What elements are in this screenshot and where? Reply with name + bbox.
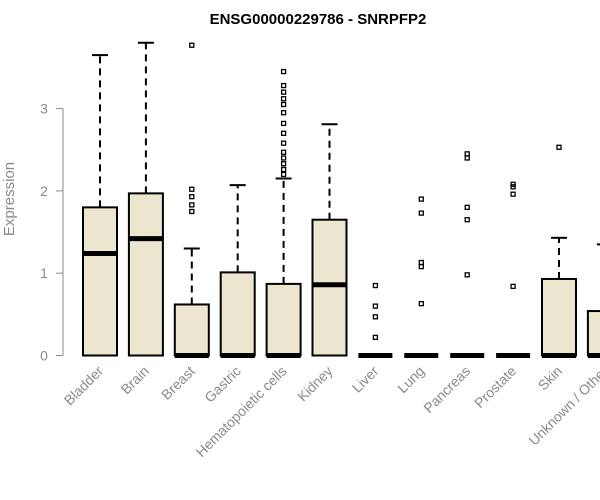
y-tick-label: 0 — [40, 348, 48, 364]
outlier-point — [372, 282, 379, 289]
outlier-point — [464, 151, 470, 157]
box — [311, 218, 348, 357]
outlier-point — [418, 263, 424, 270]
outlier-point — [280, 101, 287, 108]
boxplot-unknown-other — [586, 243, 600, 358]
chart-title: ENSG00000229786 - SNRPFP2 — [210, 11, 427, 28]
outlier-point — [464, 272, 470, 278]
x-tick-label: Breast — [158, 363, 198, 403]
box — [586, 310, 600, 357]
outlier-point — [464, 204, 470, 211]
outlier-point — [510, 181, 516, 187]
y-axis-label: Expression — [1, 162, 18, 236]
outlier-point — [280, 149, 287, 155]
outlier-point — [556, 144, 562, 150]
x-tick-label: Bladder — [61, 363, 107, 409]
box — [265, 282, 302, 357]
x-tick-label: Skin — [535, 363, 566, 394]
y-axis: 0 1 2 3 — [40, 101, 64, 364]
outlier-point — [189, 208, 195, 215]
boxplot-bladder — [82, 54, 118, 357]
boxplot-breast — [173, 42, 210, 358]
x-tick-label: Hematopoietic cells — [193, 363, 290, 460]
outlier-point — [280, 82, 287, 89]
outlier-point — [280, 130, 287, 136]
outlier-point — [464, 155, 470, 161]
y-tick-label: 3 — [40, 101, 48, 117]
outlier-point — [464, 217, 470, 223]
x-tick-label: Brain — [118, 363, 152, 397]
outlier-point — [280, 166, 287, 173]
outlier-point — [510, 283, 516, 290]
outlier-point — [372, 303, 379, 309]
boxplots — [82, 41, 600, 358]
outlier-point — [280, 171, 287, 178]
outlier-point — [280, 155, 287, 161]
x-tick-label: Pancreas — [420, 363, 473, 416]
outlier-point — [189, 194, 195, 200]
boxplot-skin — [541, 144, 577, 358]
outlier-point — [280, 161, 287, 167]
x-tick-label: Gastric — [201, 363, 244, 406]
outlier-point — [418, 196, 424, 202]
outlier-point — [189, 186, 195, 192]
outlier-point — [280, 140, 287, 146]
outlier-point — [418, 210, 424, 216]
x-tick-label: Lung — [394, 363, 427, 396]
box — [127, 192, 164, 357]
boxplot-gastric — [219, 184, 256, 358]
boxplot-lung — [404, 196, 439, 358]
outlier-point — [280, 120, 287, 127]
box — [219, 271, 256, 357]
outlier-point — [280, 68, 287, 75]
box — [541, 277, 577, 357]
outlier-point — [280, 89, 287, 95]
outlier-point — [189, 202, 195, 208]
x-tick-label: Kidney — [294, 363, 336, 405]
outlier-point — [418, 259, 424, 266]
y-tick-label: 2 — [40, 183, 48, 199]
outlier-point — [372, 334, 379, 341]
boxplot-kidney — [311, 123, 348, 357]
boxplot-liver — [358, 282, 393, 358]
box — [173, 303, 210, 357]
y-tick-label: 1 — [40, 265, 48, 281]
x-tick-label: Prostate — [471, 363, 519, 411]
boxplot-prostate — [496, 181, 531, 358]
outlier-point — [189, 42, 195, 48]
box — [82, 206, 118, 357]
x-tick-label: Liver — [349, 363, 382, 396]
outlier-point — [280, 110, 287, 116]
boxplot-hematopoietic-cells — [265, 68, 302, 358]
outlier-point — [418, 301, 424, 307]
boxplot-pancreas — [450, 151, 485, 358]
outlier-point — [280, 96, 287, 102]
boxplot-brain — [127, 41, 164, 357]
outlier-point — [510, 191, 516, 197]
outlier-point — [372, 314, 379, 320]
